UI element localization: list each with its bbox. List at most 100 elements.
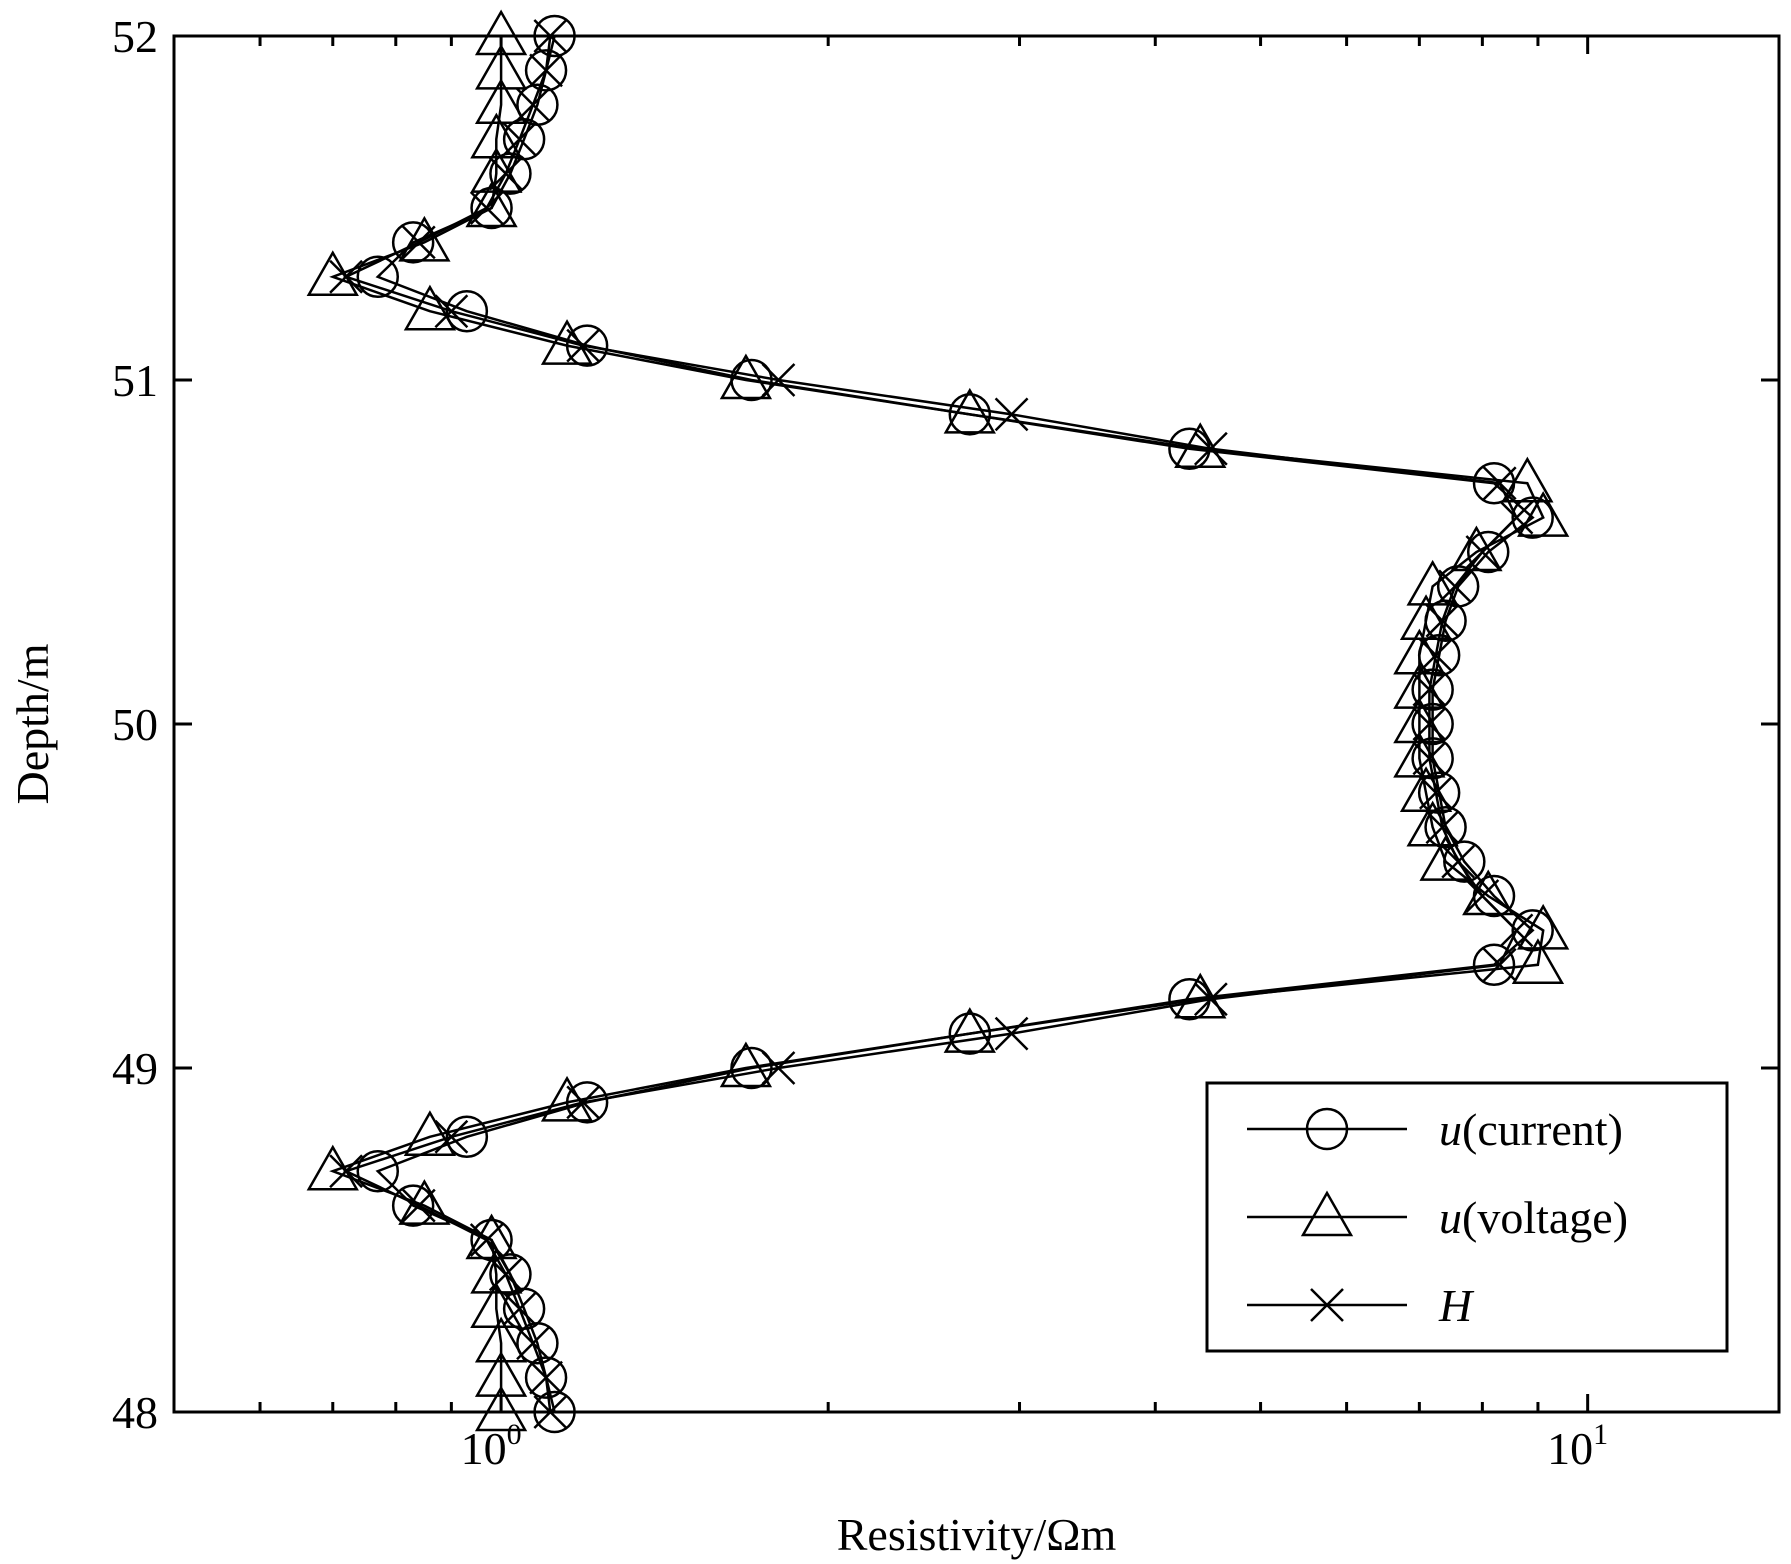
triangle-marker — [470, 1282, 523, 1329]
y-tick-label: 50 — [112, 699, 158, 750]
triangle-marker — [403, 1110, 457, 1157]
triangle-marker — [470, 112, 523, 159]
x-marker — [516, 87, 550, 122]
x-marker — [516, 1326, 550, 1361]
x-marker — [329, 1154, 363, 1189]
x-axis-label: Resistivity/Ωm — [837, 1509, 1117, 1560]
x-marker — [1310, 1288, 1344, 1322]
x-marker — [1482, 466, 1517, 501]
triangle-marker — [474, 1316, 528, 1363]
x-marker — [1465, 535, 1500, 569]
y-tick-label: 48 — [112, 1387, 158, 1438]
x-marker — [566, 1085, 601, 1120]
y-axis-label: Depth/m — [7, 643, 58, 804]
x-tick-label: 100 — [461, 1418, 522, 1474]
triangle-marker — [1450, 525, 1503, 572]
legend: u(current) u(voltage) H — [1205, 1081, 1729, 1353]
circle-marker — [391, 1184, 435, 1227]
x-marker — [1412, 707, 1447, 741]
legend-label: u(voltage) — [1439, 1192, 1628, 1243]
x-marker — [1193, 431, 1228, 466]
legend-entry: H — [1247, 1280, 1475, 1331]
x-marker — [469, 191, 504, 225]
series-line — [329, 36, 1545, 1412]
x-marker — [1465, 879, 1500, 913]
x-marker — [1482, 947, 1517, 982]
triangle-marker — [474, 78, 528, 125]
x-marker — [1441, 844, 1476, 879]
x-marker — [1193, 982, 1228, 1017]
x-marker — [761, 363, 796, 397]
triangle-marker — [719, 1041, 773, 1088]
triangle-marker — [1406, 559, 1459, 606]
triangle-marker — [1300, 1190, 1354, 1237]
triangle-marker — [943, 387, 996, 434]
x-marker — [1425, 603, 1460, 638]
triangle-marker — [1501, 456, 1554, 503]
x-marker — [1419, 638, 1453, 673]
triangle-marker — [474, 1351, 528, 1397]
triangle-marker — [474, 43, 528, 90]
circle-marker — [445, 289, 489, 333]
x-marker — [329, 259, 363, 294]
x-marker — [529, 53, 563, 88]
x-marker — [434, 294, 469, 329]
x-tick-label: 101 — [1547, 1418, 1608, 1474]
x-marker — [469, 1223, 504, 1257]
triangle-marker — [1511, 938, 1565, 985]
x-marker — [761, 1051, 796, 1085]
x-marker — [1425, 810, 1460, 845]
circle-marker — [948, 393, 992, 436]
legend-entry: u(current) — [1247, 1104, 1623, 1155]
x-marker — [529, 1360, 563, 1395]
triangle-marker — [1517, 491, 1570, 537]
x-marker — [994, 1016, 1029, 1051]
x-marker — [1499, 913, 1534, 948]
x-marker — [533, 19, 568, 53]
y-tick-label: 51 — [112, 355, 158, 406]
x-marker — [401, 225, 436, 260]
circle-marker — [356, 1149, 400, 1193]
circle-marker — [516, 83, 559, 127]
x-marker — [401, 1188, 436, 1223]
legend-entry: u(voltage) — [1247, 1190, 1628, 1243]
y-ticks: 48 49 50 51 52 — [112, 11, 1779, 1438]
x-marker — [1419, 775, 1453, 810]
legend-label: u(current) — [1439, 1104, 1623, 1155]
x-marker — [1412, 672, 1447, 707]
circle-marker — [489, 1253, 532, 1296]
x-marker — [533, 1395, 568, 1429]
series-layer — [306, 9, 1570, 1434]
circle-marker — [948, 1012, 992, 1055]
y-tick-label: 49 — [112, 1043, 158, 1094]
x-marker — [994, 397, 1029, 432]
series-x — [329, 19, 1534, 1429]
circle-marker — [1305, 1107, 1349, 1151]
circle-marker — [391, 221, 435, 264]
x-marker — [488, 1257, 523, 1292]
circle-marker — [1466, 530, 1510, 574]
x-marker — [502, 122, 537, 157]
circle-marker — [356, 255, 400, 299]
triangle-marker — [474, 1385, 528, 1432]
x-marker — [1499, 500, 1534, 535]
triangle-marker — [943, 1007, 996, 1053]
triangle-marker — [465, 181, 518, 228]
circle-marker — [445, 1115, 489, 1159]
x-marker — [1412, 741, 1447, 776]
triangle-marker — [1517, 903, 1570, 950]
triangle-marker — [398, 215, 451, 262]
x-marker — [1438, 569, 1472, 604]
x-marker — [566, 328, 601, 363]
y-tick-label: 52 — [112, 11, 158, 62]
x-marker — [488, 156, 523, 191]
x-marker — [434, 1119, 469, 1154]
legend-label: H — [1438, 1280, 1475, 1331]
circle-marker — [1472, 943, 1516, 987]
circle-marker — [533, 1390, 576, 1434]
circle-marker — [1424, 805, 1467, 849]
triangle-marker — [1462, 869, 1515, 916]
x-marker — [502, 1291, 537, 1326]
triangle-marker — [474, 9, 528, 56]
